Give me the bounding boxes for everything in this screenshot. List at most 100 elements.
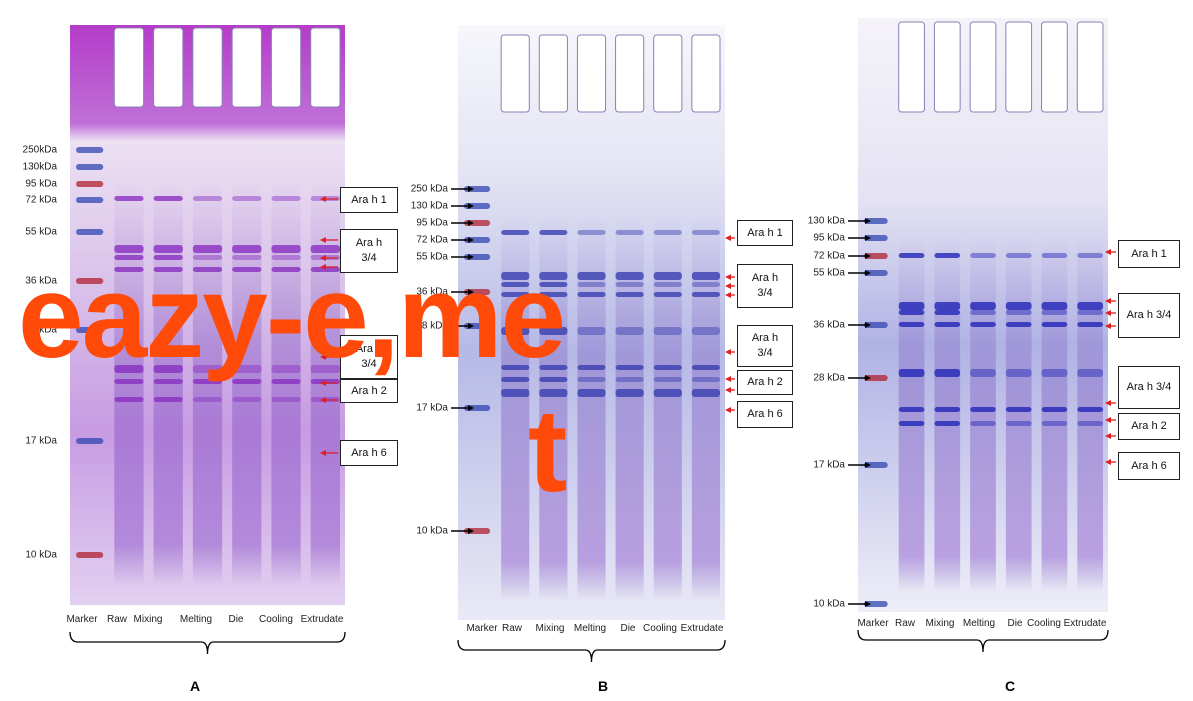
arrow-head — [725, 274, 731, 280]
protein-band — [653, 292, 682, 297]
protein-band — [1005, 407, 1032, 412]
protein-band — [271, 267, 301, 272]
arrow-head — [725, 292, 731, 298]
allergen-label: Ara h 3/4 — [340, 335, 398, 379]
lane-smear — [1005, 236, 1032, 592]
ladder-band — [76, 327, 104, 333]
lane-label: Mixing — [133, 614, 163, 625]
protein-band — [310, 245, 340, 253]
protein-band — [153, 196, 183, 201]
arrow-head — [725, 349, 731, 355]
marker-label: 55 kDa — [813, 267, 845, 279]
lane-label: Marker — [466, 623, 498, 634]
watermark: eazy-e,me — [18, 251, 566, 383]
allergen-label: Ara h 3/4 — [1118, 366, 1180, 409]
protein-band — [114, 255, 144, 260]
arrow-head — [468, 220, 474, 226]
arrow-head — [320, 380, 326, 386]
protein-band — [501, 389, 530, 397]
allergen-label: Ara h 3/4 — [737, 264, 793, 308]
marker-label: 10 kDa — [813, 598, 845, 610]
arrow-head — [865, 235, 871, 241]
protein-band — [1041, 369, 1068, 377]
well — [898, 21, 925, 113]
lane-label: Extrudate — [1063, 618, 1107, 629]
lane-label: Cooling — [643, 623, 677, 634]
protein-band — [615, 292, 644, 297]
well — [933, 21, 961, 113]
lane-label: Extrudate — [680, 623, 724, 634]
protein-band — [501, 365, 530, 370]
protein-band — [192, 379, 223, 384]
protein-band — [539, 389, 568, 397]
marker-label: 250 kDa — [410, 183, 448, 195]
lane-smear — [577, 213, 606, 600]
well — [500, 34, 530, 113]
arrow-head — [320, 397, 326, 403]
protein-band — [310, 365, 340, 373]
protein-band — [934, 253, 961, 258]
protein-band — [970, 407, 996, 412]
protein-band — [615, 282, 644, 287]
arrow-head — [320, 450, 326, 456]
protein-band — [232, 379, 262, 384]
well — [538, 34, 568, 113]
protein-band — [653, 365, 682, 370]
protein-band — [192, 397, 223, 402]
protein-band — [577, 272, 606, 280]
well — [153, 27, 184, 108]
arrow-head — [865, 270, 871, 276]
protein-band — [1041, 407, 1068, 412]
protein-band — [615, 327, 644, 335]
arrow-head — [320, 264, 326, 270]
ladder-band — [76, 438, 104, 444]
protein-band — [271, 245, 301, 253]
protein-band — [691, 292, 720, 297]
allergen-label: Ara h 3/4 — [1118, 293, 1180, 338]
protein-band — [615, 365, 644, 370]
protein-band — [539, 292, 568, 297]
marker-label: 95 kDa — [25, 178, 57, 190]
protein-band — [934, 322, 961, 327]
protein-band — [153, 267, 183, 272]
protein-band — [192, 196, 223, 201]
protein-band — [615, 230, 644, 235]
arrow-head — [725, 235, 731, 241]
protein-band — [691, 282, 720, 287]
ladder-band — [76, 229, 104, 235]
marker-label: 250kDa — [22, 144, 57, 156]
protein-band — [577, 365, 606, 370]
arrow-head — [1105, 249, 1111, 255]
protein-band — [1041, 253, 1068, 258]
ladder-band — [76, 181, 104, 187]
ladder-band — [76, 552, 104, 558]
protein-band — [539, 327, 568, 335]
protein-band — [232, 255, 262, 260]
arrow-head — [865, 253, 871, 259]
lane-label: Marker — [66, 614, 98, 625]
protein-band — [1041, 421, 1068, 426]
well — [1041, 21, 1068, 113]
marker-label: 72 kDa — [416, 234, 448, 246]
lane-smear — [934, 236, 961, 592]
ladder-band — [76, 164, 104, 170]
protein-band — [1077, 302, 1103, 310]
arrow-head — [468, 203, 474, 209]
arrow-head — [1105, 433, 1111, 439]
allergen-label: Ara h 6 — [737, 401, 793, 428]
ladder-band — [864, 270, 888, 276]
protein-band — [114, 196, 144, 201]
protein-band — [232, 397, 262, 402]
protein-band — [153, 365, 183, 373]
lane-label: Mixing — [535, 623, 565, 634]
lane-label: Cooling — [259, 614, 293, 625]
arrow-head — [320, 196, 326, 202]
protein-band — [934, 310, 961, 315]
protein-band — [615, 389, 644, 397]
panel-label: C — [1004, 678, 1016, 694]
protein-band — [653, 230, 682, 235]
ladder-band — [864, 253, 888, 259]
protein-band — [615, 377, 644, 382]
marker-label: 36 kDa — [416, 286, 448, 298]
protein-band — [271, 397, 301, 402]
